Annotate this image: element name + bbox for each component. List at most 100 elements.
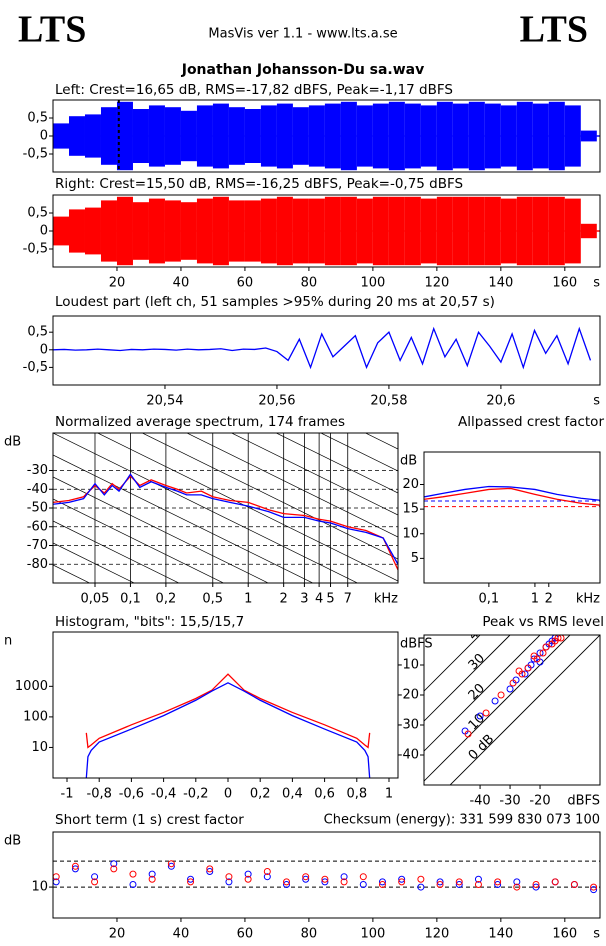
panel: Loudest part (left ch, 51 samples >95% d… (23, 294, 601, 409)
panel-title: Histogram, "bits": 15,5/15,7 (55, 614, 244, 630)
point (557, 635, 565, 642)
y-tick-label: -0,5 (23, 147, 48, 162)
x-tick-label: 100 (360, 276, 385, 291)
y-axis-label: n (4, 634, 12, 649)
decor-diagonal (186, 433, 398, 538)
y-tick-label: 15 (402, 502, 419, 517)
panel: Short term (1 s) crest factor Checksum (e… (4, 812, 601, 942)
x-tick-label: 0,8 (346, 787, 367, 802)
point (436, 880, 444, 888)
plot-frame (52, 631, 399, 779)
y-tick-label: -60 (27, 519, 48, 534)
x-tick-label: 0,2 (250, 787, 271, 802)
x-tick-label: 1 (385, 787, 393, 802)
point (398, 875, 406, 883)
point (359, 880, 367, 888)
y-axis-label: dB (4, 834, 21, 849)
plot-area (85, 673, 371, 778)
point (71, 862, 79, 870)
point (530, 652, 538, 660)
point (513, 878, 521, 886)
series-line (85, 673, 371, 749)
y-tick-label: 5 (411, 551, 419, 566)
level-diagonal (424, 635, 571, 782)
x-tick-label: 2 (280, 592, 288, 607)
point (524, 664, 532, 672)
panel-title: Peak vs RMS level (482, 614, 604, 630)
x-axis-unit: s (593, 394, 600, 409)
point (476, 712, 484, 720)
x-axis-unit: s (593, 927, 600, 942)
x-tick-label: 80 (301, 276, 318, 291)
decor-diagonal (53, 433, 359, 583)
series-line (424, 487, 600, 506)
y-tick-label: 20 (402, 477, 419, 492)
y-tick-label: 1000 (15, 679, 48, 694)
x-axis-unit: s (593, 276, 600, 291)
y-tick-label: 10 (31, 740, 48, 755)
point (340, 873, 348, 881)
y-tick-label: -40 (398, 748, 419, 763)
x-axis-unit: kHz (576, 592, 600, 607)
y-tick-label: -0,5 (23, 360, 48, 375)
y-tick-label: 0,5 (27, 111, 48, 126)
x-tick-label: 20 (109, 927, 126, 942)
point (436, 878, 444, 886)
decor-diagonal (53, 498, 225, 583)
point (570, 880, 578, 888)
series-line (53, 475, 398, 571)
point (244, 875, 252, 883)
point (491, 697, 499, 705)
y-tick-label: 0 (40, 224, 48, 239)
point (398, 878, 406, 886)
point (474, 880, 482, 888)
point (521, 670, 529, 678)
x-tick-label: 0,1 (479, 592, 500, 607)
y-tick-label: -40 (27, 482, 48, 497)
x-tick-label: -40 (469, 794, 490, 809)
plot-frame (423, 634, 601, 786)
panel-title: Short term (1 s) crest factor (55, 812, 244, 828)
decor-diagonal (96, 433, 398, 582)
plot-area (424, 485, 600, 508)
y-tick-label: 0 (40, 342, 48, 357)
x-tick-label: 20,56 (258, 394, 295, 409)
x-tick-label: -30 (499, 794, 520, 809)
decor-diagonal (230, 433, 398, 516)
x-tick-label: -1 (61, 787, 74, 802)
point (167, 860, 175, 868)
y-tick-label: -30 (398, 718, 419, 733)
point (532, 880, 540, 888)
point (321, 878, 329, 886)
point (497, 691, 505, 699)
point (91, 873, 99, 881)
annotation: Checksum (energy): 331 599 830 073 100 (324, 813, 600, 828)
y-tick-label: 10 (402, 526, 419, 541)
plot-frame (52, 99, 601, 173)
x-tick-label: 4 (315, 592, 323, 607)
x-tick-label: 60 (237, 276, 254, 291)
x-tick-label: 1 (244, 592, 252, 607)
plot-frame (52, 831, 601, 919)
point (542, 643, 550, 651)
point (417, 883, 425, 891)
y-tick-label: -80 (27, 557, 48, 572)
plot-frame (52, 432, 399, 584)
x-tick-label: -20 (529, 794, 550, 809)
x-tick-label: 80 (301, 927, 318, 942)
level-diagonal (424, 635, 511, 722)
decor-diagonal (53, 542, 135, 583)
point (530, 655, 538, 663)
panel-title: Normalized average spectrum, 174 frames (55, 414, 345, 430)
level-diagonal (424, 635, 481, 692)
x-tick-label: 1 (531, 592, 539, 607)
point (590, 883, 598, 891)
point (225, 873, 233, 881)
point (509, 679, 517, 687)
x-tick-label: 20,54 (146, 394, 183, 409)
point (283, 878, 291, 886)
panel-title: Loudest part (left ch, 51 samples >95% d… (55, 294, 495, 310)
y-tick-label: -10 (398, 658, 419, 673)
point (206, 867, 214, 875)
series-line (424, 485, 600, 501)
